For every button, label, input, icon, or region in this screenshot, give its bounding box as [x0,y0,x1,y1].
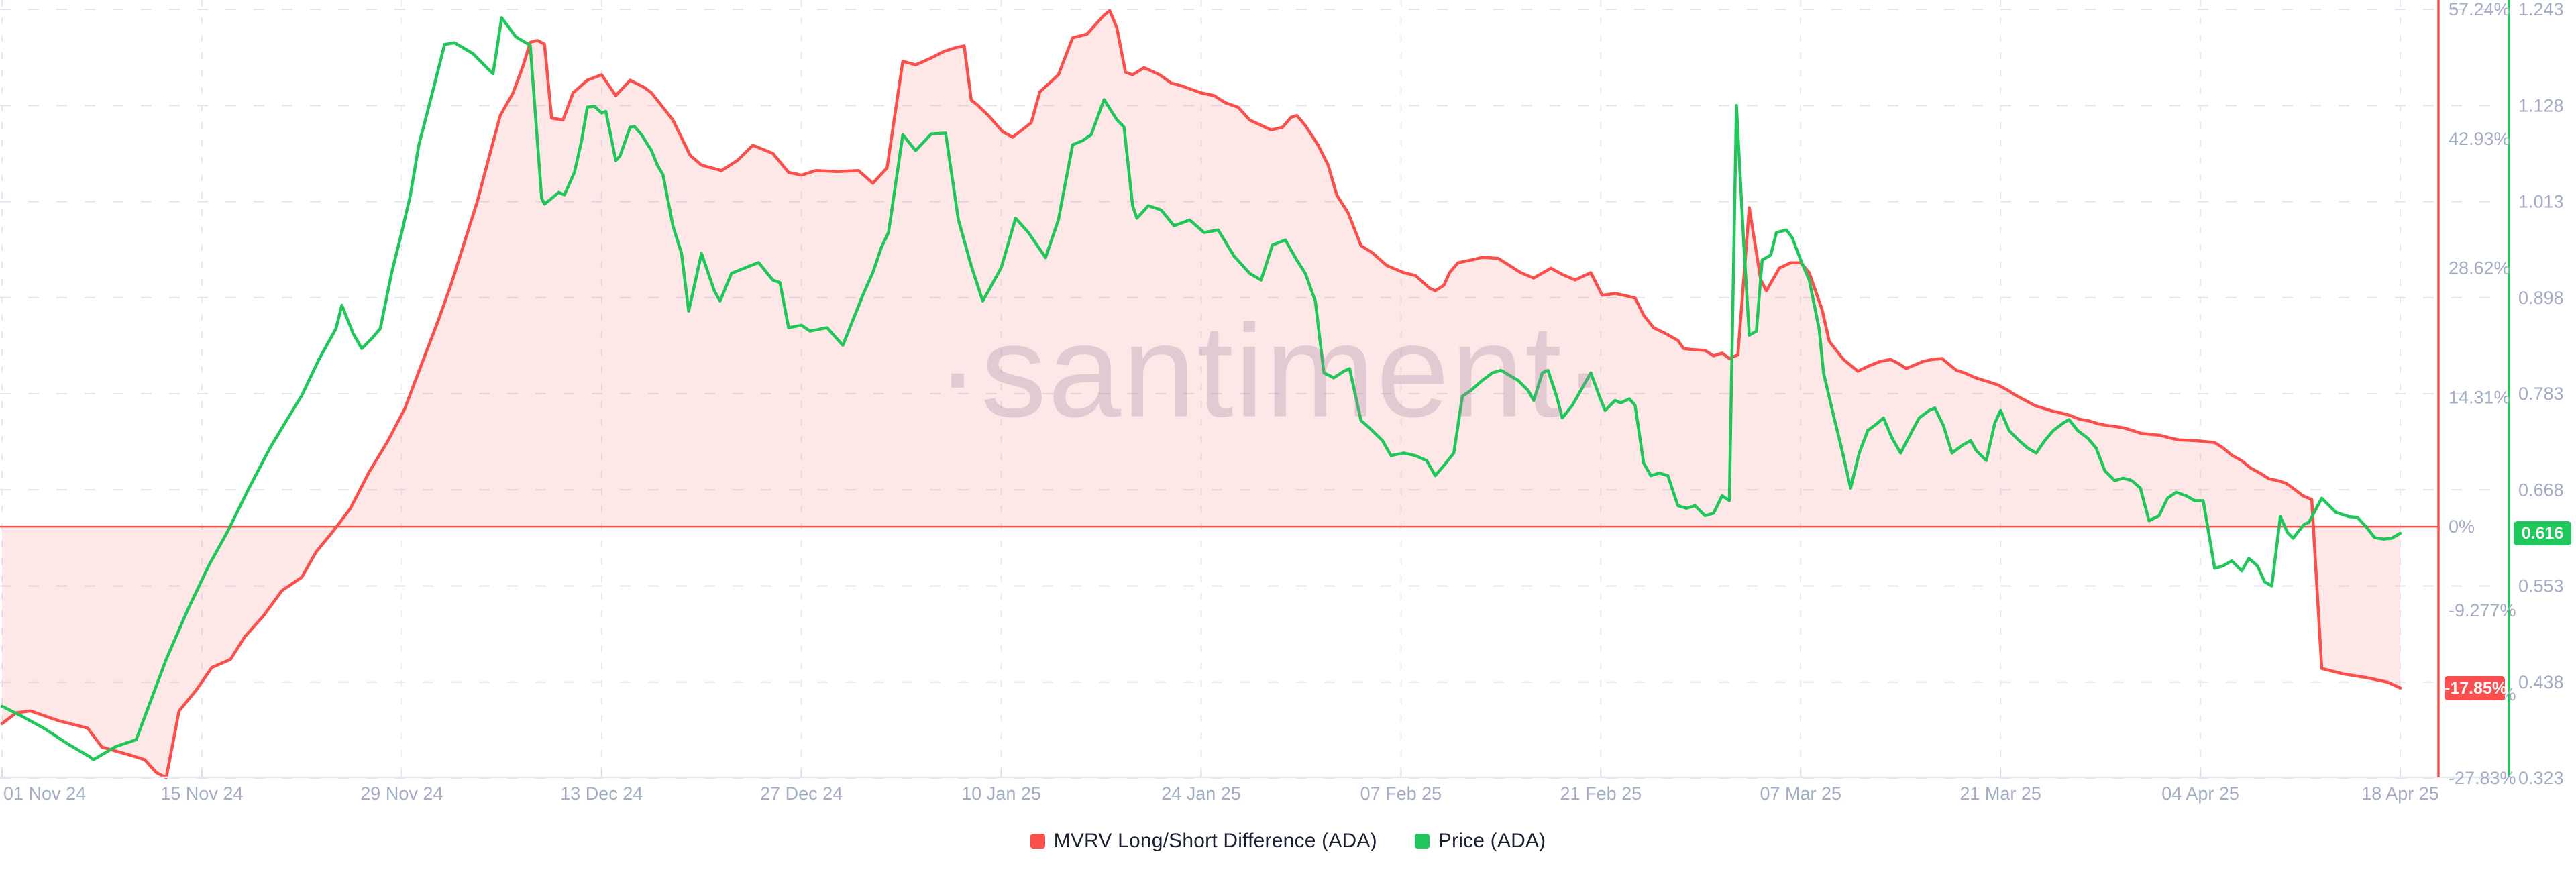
price-line [0,16,2402,761]
x-axis-date-label: 04 Apr 25 [2161,783,2239,804]
y-axis-price-tick-label: 1.243 [2518,0,2564,19]
mvrv-current-value-badge: -17.85% [2445,675,2507,700]
x-axis-date-label: 29 Nov 24 [360,783,443,804]
y-axis-price-tick-label: 0.438 [2518,672,2564,692]
y-axis-price-tick-label: 0.898 [2518,288,2564,308]
chart-legend: MVRV Long/Short Difference (ADA) Price (… [0,830,2576,853]
y-axis-pct-tick-label: 28.62% [2449,258,2510,278]
x-axis-date-label: 15 Nov 24 [160,783,243,804]
x-axis-date-label: 07 Feb 25 [1360,783,1442,804]
y-axis-price-tick-label: 0.783 [2518,384,2564,404]
x-axis-date-label: 27 Dec 24 [760,783,843,804]
y-axis-pct-tick-label: 42.93% [2449,129,2510,149]
x-axis-date-label: 18 Apr 25 [2361,783,2439,804]
y-axis-pct-tick-label: 0% [2449,516,2475,537]
x-axis-date-label: 24 Jan 25 [1161,783,1241,804]
x-axis-date-label: 21 Mar 25 [1960,783,2041,804]
y-axis-price-tick-label: 1.013 [2518,192,2564,212]
mvrv-area-fill [2,10,2400,778]
y-axis-pct-tick-label: -9.277% [2449,600,2516,620]
price-current-value-badge: 0.616 [2514,521,2571,546]
y-axis-pct-tick-label: 14.31% [2449,387,2510,407]
x-axis-date-label: 10 Jan 25 [961,783,1041,804]
x-axis-date-label: 21 Feb 25 [1560,783,1642,804]
mvrv-line [0,9,2402,779]
y-axis-price-tick-label: 1.128 [2518,95,2564,115]
x-axis-date-label: 01 Nov 24 [3,783,86,804]
y-axis-pct-tick-label: 57.24% [2449,0,2510,19]
y-axis-pct-tick-label: -27.83% [2449,768,2516,788]
y-axis-price-tick-label: 0.323 [2518,768,2564,788]
mvrv-legend-swatch-icon [1030,834,1045,849]
legend-item-price[interactable]: Price (ADA) [1414,830,1546,853]
y-axis-price-tick-label: 0.668 [2518,480,2564,500]
price-legend-swatch-icon [1414,834,1430,849]
y-axis-price-tick-label: 0.553 [2518,576,2564,596]
mvrv-legend-label: MVRV Long/Short Difference (ADA) [1053,830,1377,852]
x-axis-date-label: 07 Mar 25 [1760,783,1841,804]
price-legend-label: Price (ADA) [1438,830,1546,852]
x-axis-date-label: 13 Dec 24 [560,783,643,804]
legend-item-mvrv[interactable]: MVRV Long/Short Difference (ADA) [1030,830,1377,853]
